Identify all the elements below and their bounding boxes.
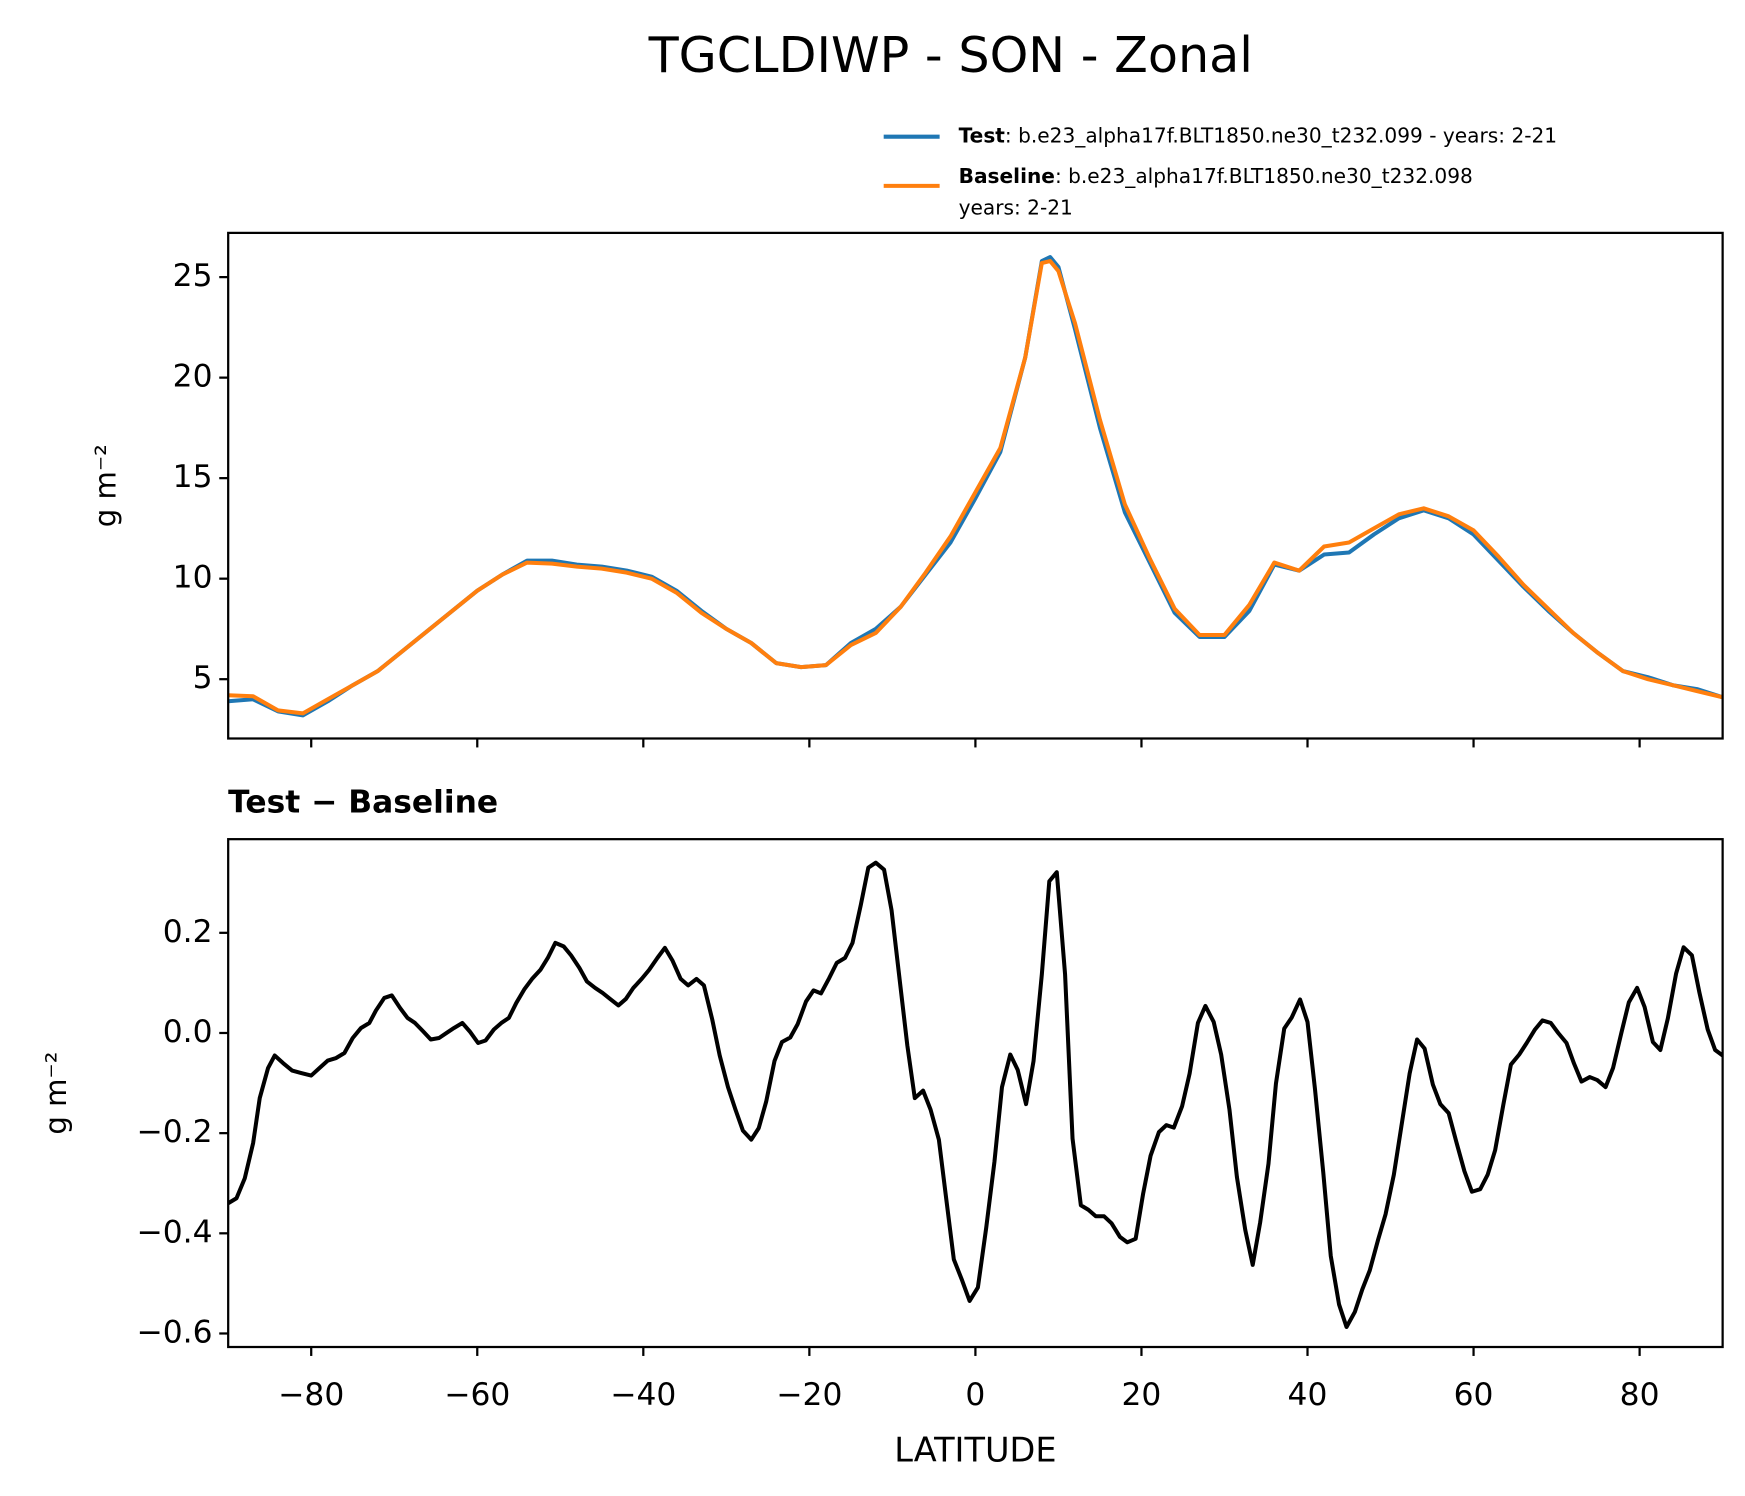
x-tick-label: 40 <box>1288 1377 1328 1413</box>
y-tick-label: −0.4 <box>136 1214 212 1250</box>
legend-name: Baseline <box>959 163 1055 187</box>
chart-title: TGCLDIWP - SON - Zonal <box>648 26 1253 84</box>
data-line <box>228 259 1723 716</box>
x-tick-label: 20 <box>1122 1377 1162 1413</box>
x-tick-label: 0 <box>965 1377 985 1413</box>
y-axis-label: g m⁻² <box>88 444 122 527</box>
legend-text: Test: b.e23_alpha17f.BLT1850.ne30_t232.0… <box>959 123 1557 147</box>
legend-text: Baseline: b.e23_alpha17f.BLT1850.ne30_t2… <box>959 163 1473 187</box>
y-tick-label: 5 <box>193 660 213 696</box>
y-axis-label: g m⁻² <box>39 1052 73 1135</box>
subplot-title: Test − Baseline <box>228 784 498 820</box>
plot-frame <box>227 231 1724 740</box>
y-tick-label: −0.2 <box>136 1114 212 1150</box>
x-axis-label: LATITUDE <box>894 1431 1056 1470</box>
y-tick-label: 20 <box>173 359 213 395</box>
legend-detail: years: 2-21 <box>959 195 1073 219</box>
legend-text: years: 2-21 <box>959 195 1073 219</box>
legend-detail: : b.e23_alpha17f.BLT1850.ne30_t232.099 -… <box>1005 123 1557 147</box>
x-tick-label: −80 <box>278 1377 344 1413</box>
x-tick-label: −40 <box>610 1377 676 1413</box>
y-tick-label: −0.6 <box>136 1314 212 1350</box>
legend-name: Test <box>959 123 1006 147</box>
y-tick-label: 0.0 <box>163 1014 213 1050</box>
data-line <box>228 255 1723 718</box>
y-tick-label: 10 <box>173 560 213 596</box>
y-tick-label: 15 <box>173 459 213 495</box>
data-line <box>228 860 1723 1329</box>
plot-frame <box>227 838 1724 1349</box>
y-tick-label: 25 <box>173 258 213 294</box>
x-tick-label: 80 <box>1620 1377 1660 1413</box>
x-tick-label: −60 <box>444 1377 510 1413</box>
y-tick-label: 0.2 <box>163 914 213 950</box>
legend-detail: : b.e23_alpha17f.BLT1850.ne30_t232.098 <box>1055 163 1473 187</box>
x-tick-label: −20 <box>776 1377 842 1413</box>
x-tick-label: 60 <box>1454 1377 1494 1413</box>
